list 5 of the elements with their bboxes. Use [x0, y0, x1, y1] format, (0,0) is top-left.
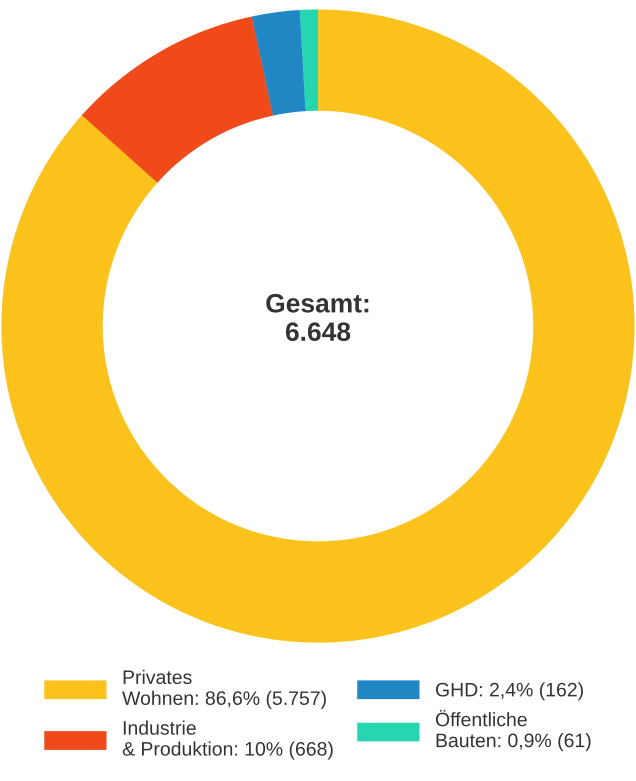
legend-label: Industrie & Produktion: 10% (668): [122, 720, 333, 760]
text: Gesamt: 6.648: [266, 294, 368, 342]
legend-label: Privates Wohnen: 86,6% (5.757): [122, 670, 326, 709]
legend-label: Öffentliche Bauten: 0,9% (61): [436, 710, 591, 752]
legend-label: GHD: 2,4% (162): [436, 682, 583, 700]
